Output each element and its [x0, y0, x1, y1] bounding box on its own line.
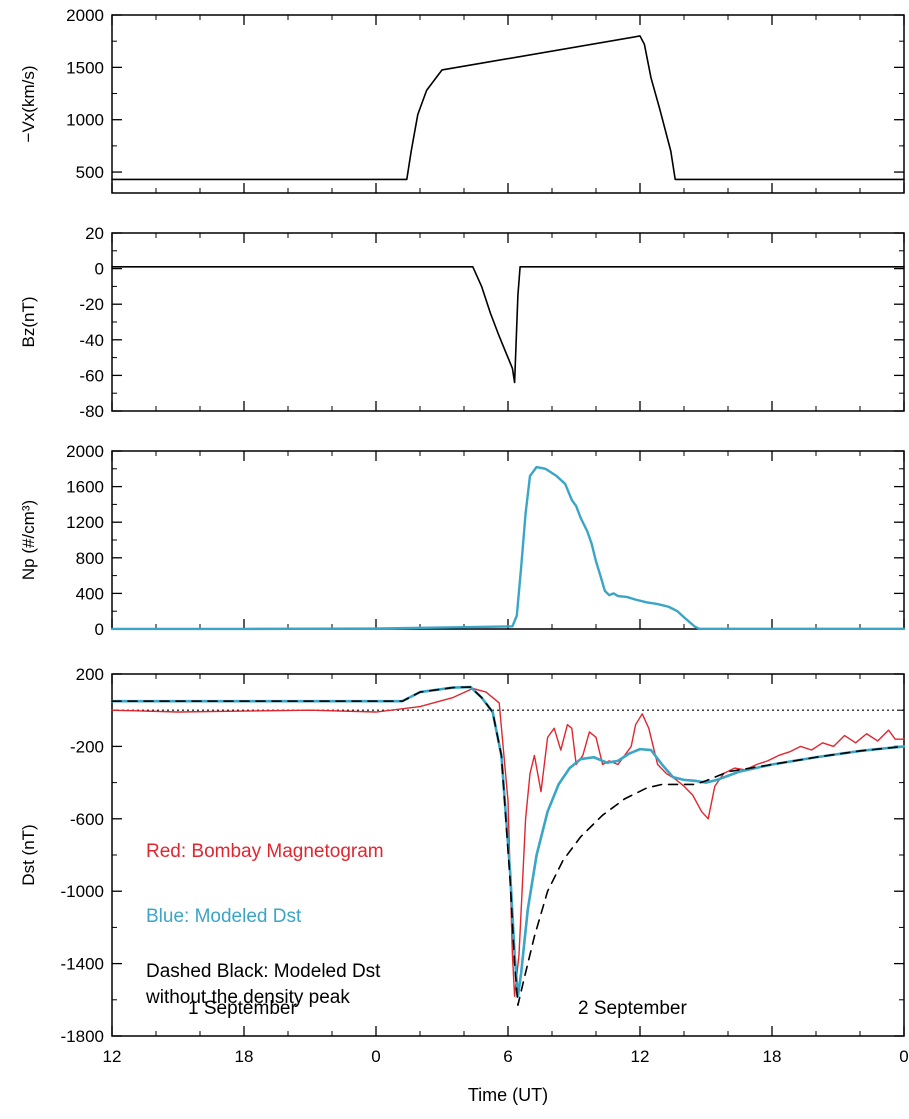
- xtick-label: 12: [103, 1047, 122, 1066]
- day-label-1: 1 September: [188, 998, 297, 1019]
- series-vx-black: [111, 35, 905, 181]
- dst-legend: Red: Bombay Magnetogram Blue: Modeled Ds…: [145, 841, 384, 1008]
- ytick-label: 1200: [66, 513, 104, 532]
- ytick-label: -1400: [61, 955, 104, 974]
- legend-red: Red: Bombay Magnetogram: [146, 841, 384, 862]
- panel-dst-series: [110, 685, 906, 1007]
- xtick-label: 12: [631, 1047, 650, 1066]
- ytick-label: 20: [85, 224, 104, 243]
- series-np-blue: [110, 465, 906, 631]
- panel-vx-ylabel: −Vx(km/s): [19, 66, 38, 143]
- ytick-label: 1000: [66, 111, 104, 130]
- xtick-label: 18: [235, 1047, 254, 1066]
- panel-np-frame: [111, 450, 905, 630]
- ytick-label: 1500: [66, 58, 104, 77]
- ytick-label: -40: [79, 331, 104, 350]
- ytick-label: -20: [79, 295, 104, 314]
- panel-dst-ylabel: Dst (nT): [19, 824, 38, 885]
- series-dst-black-dashed: [111, 686, 905, 1007]
- panel-bz-frame: [111, 232, 905, 412]
- series-bz-black: [111, 266, 905, 384]
- panel-np-series: [110, 465, 906, 631]
- panel-vx-ticks: 500 1000 1500 2000: [66, 6, 905, 193]
- ytick-label: 1600: [66, 478, 104, 497]
- panel-np-ylabel: Np (#/cm³): [19, 500, 38, 580]
- xtick-label: 6: [503, 1047, 512, 1066]
- panel-dst: -1800 -1400 -1000 -600 -200 200 Dst (nT) Red:…: [19, 665, 906, 1046]
- ytick-label: 500: [76, 163, 104, 182]
- ytick-label: -80: [79, 402, 104, 421]
- ytick-label: 800: [76, 549, 104, 568]
- panel-bz-ylabel: Bz(nT): [19, 297, 38, 348]
- xtick-label: 18: [763, 1047, 782, 1066]
- ytick-label: -1800: [61, 1027, 104, 1046]
- panel-bz: -80 -60 -40 -20 0 20 Bz(nT): [19, 224, 905, 421]
- ytick-label: 2000: [66, 6, 104, 25]
- panel-bz-ticks: -80 -60 -40 -20 0 20: [79, 224, 905, 421]
- panel-vx-series: [111, 35, 905, 181]
- panel-vx-frame: [111, 14, 905, 194]
- ytick-label: -60: [79, 366, 104, 385]
- panel-np: 0 400 800 1200 1600 2000 Np (#/cm³): [19, 442, 906, 639]
- panel-dst-ticks: -1800 -1400 -1000 -600 -200 200: [61, 665, 905, 1046]
- panel-bz-series: [111, 266, 905, 384]
- ytick-label: -600: [70, 810, 104, 829]
- ytick-label: 400: [76, 584, 104, 603]
- legend-dashed-line2: without the density peak: [145, 987, 350, 1008]
- xtick-label: 0: [899, 1047, 908, 1066]
- panel-vx: 500 1000 1500 2000 −Vx(km/s): [19, 6, 905, 194]
- ytick-label: 0: [95, 260, 104, 279]
- xtick-label: 0: [371, 1047, 380, 1066]
- legend-dashed: Dashed Black: Modeled Dst: [146, 961, 381, 982]
- day-label-2: 2 September: [578, 998, 687, 1019]
- ytick-label: -200: [70, 737, 104, 756]
- ytick-label: 0: [95, 620, 104, 639]
- legend-blue: Blue: Modeled Dst: [146, 906, 302, 927]
- panel-np-ticks: 0 400 800 1200 1600 2000: [66, 442, 905, 639]
- ytick-label: 2000: [66, 442, 104, 461]
- ytick-label: 200: [76, 665, 104, 684]
- x-tick-labels: 12 18 0 6 12 18 0: [103, 1047, 909, 1066]
- x-axis-label: Time (UT): [468, 1085, 548, 1105]
- ytick-label: -1000: [61, 882, 104, 901]
